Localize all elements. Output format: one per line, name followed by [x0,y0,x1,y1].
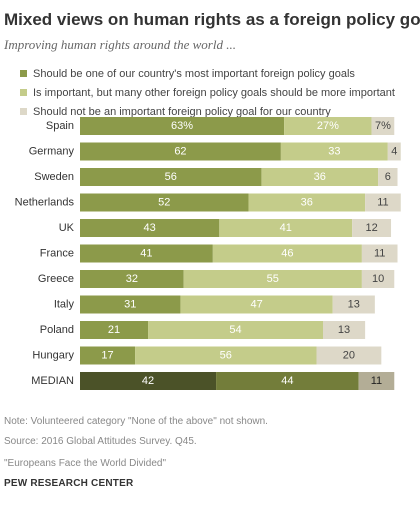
data-label-germany-not: 4 [391,146,397,158]
legend-item-not: Should not be an important foreign polic… [20,102,395,121]
data-label-greece-not: 10 [372,273,384,285]
data-label-poland-some: 54 [229,324,241,336]
bar-uk-some [219,219,353,237]
data-label-uk-not: 12 [365,222,377,234]
bar-netherlands-important [80,193,249,212]
bar-sweden-important [80,168,262,186]
data-label-median-some: 44 [281,375,293,387]
data-label-germany-some: 33 [328,146,340,158]
bar-median-some [216,372,359,390]
bar-sweden-not [378,168,398,186]
data-label-france-important: 41 [140,248,152,260]
legend-swatch-not [20,108,27,115]
data-label-sweden-important: 56 [165,171,177,183]
category-label-poland: Poland [40,324,74,336]
bar-uk-not [352,219,392,237]
category-label-median: MEDIAN [31,375,74,387]
data-label-hungary-important: 17 [101,350,113,362]
bar-greece-not [361,270,395,288]
bar-hungary-important [80,346,136,365]
legend: Should be one of our country's most impo… [20,64,395,121]
category-label-spain: Spain [46,120,74,132]
data-label-netherlands-not: 11 [377,197,388,209]
bar-france-important [80,244,213,263]
category-label-hungary: Hungary [32,350,74,362]
bar-netherlands-not [365,193,401,212]
data-label-uk-important: 43 [144,222,156,234]
bar-hungary-some [135,346,317,365]
data-label-italy-not: 13 [348,299,360,311]
footer-source: Source: 2016 Global Attitudes Survey. Q4… [4,436,197,447]
bar-hungary-not [316,346,382,365]
data-label-median-not: 11 [371,375,382,387]
bar-netherlands-some [248,193,366,212]
data-label-italy-important: 31 [124,299,136,311]
bar-germany-some [280,142,388,161]
bar-poland-not [323,321,366,339]
data-label-poland-not: 13 [338,324,350,336]
legend-swatch-important [20,70,27,77]
category-label-germany: Germany [29,146,75,158]
footer-brand: PEW RESEARCH CENTER [4,478,134,489]
footer-note: Note: Volunteered category "None of the … [4,416,268,427]
data-label-greece-some: 55 [267,273,279,285]
category-label-netherlands: Netherlands [15,197,75,209]
data-label-sweden-some: 36 [314,171,326,183]
data-label-greece-important: 32 [126,273,138,285]
data-label-hungary-not: 20 [343,350,355,362]
bar-greece-important [80,270,184,288]
category-label-uk: UK [59,222,75,234]
legend-label-not: Should not be an important foreign polic… [33,105,331,118]
bar-median-important [80,372,217,390]
bar-spain-not [371,117,395,135]
legend-item-important: Should be one of our country's most impo… [20,64,395,83]
category-label-italy: Italy [54,299,75,311]
bar-germany-important [80,142,281,161]
bar-germany-not [387,142,401,161]
data-label-netherlands-some: 36 [301,197,313,209]
footer-report: "Europeans Face the World Divided" [4,458,166,469]
bar-median-not [358,372,395,390]
data-label-median-important: 42 [142,375,154,387]
data-label-sweden-not: 6 [385,171,391,183]
bar-france-some [212,244,362,263]
bar-france-not [361,244,398,263]
data-label-uk-some: 41 [280,222,292,234]
bar-poland-important [80,321,149,339]
data-label-france-not: 11 [374,248,385,260]
category-label-sweden: Sweden [34,171,74,183]
bar-sweden-some [261,168,379,186]
bar-spain-important [80,117,285,135]
legend-label-some: Is important, but many other foreign pol… [33,86,395,99]
data-label-italy-some: 47 [250,299,262,311]
data-label-spain-important: 63% [171,120,193,132]
data-label-france-some: 46 [281,248,293,260]
bar-greece-some [183,270,362,288]
data-label-poland-important: 21 [108,324,120,336]
legend-swatch-some [20,89,27,96]
bar-italy-some [180,295,333,314]
bar-italy-not [332,295,375,314]
bar-spain-some [284,117,372,135]
chart-subtitle: Improving human rights around the world … [4,37,236,52]
data-label-spain-not: 7% [375,120,391,132]
data-label-hungary-some: 56 [220,350,232,362]
category-label-greece: Greece [38,273,74,285]
data-label-netherlands-important: 52 [158,197,170,209]
legend-item-some: Is important, but many other foreign pol… [20,83,395,102]
bar-italy-important [80,295,181,314]
legend-label-important: Should be one of our country's most impo… [33,67,355,80]
bar-poland-some [148,321,323,339]
data-label-germany-important: 62 [174,146,186,158]
stacked-bar-chart: Spain 63% 27% 7% Germany 62 33 4 Sweden 56 36 6 Neth… [15,117,401,390]
category-label-france: France [40,248,74,260]
chart-title: Mixed views on human rights as a foreign… [4,10,420,29]
data-label-spain-some: 27% [317,120,339,132]
bar-uk-important [80,219,220,237]
